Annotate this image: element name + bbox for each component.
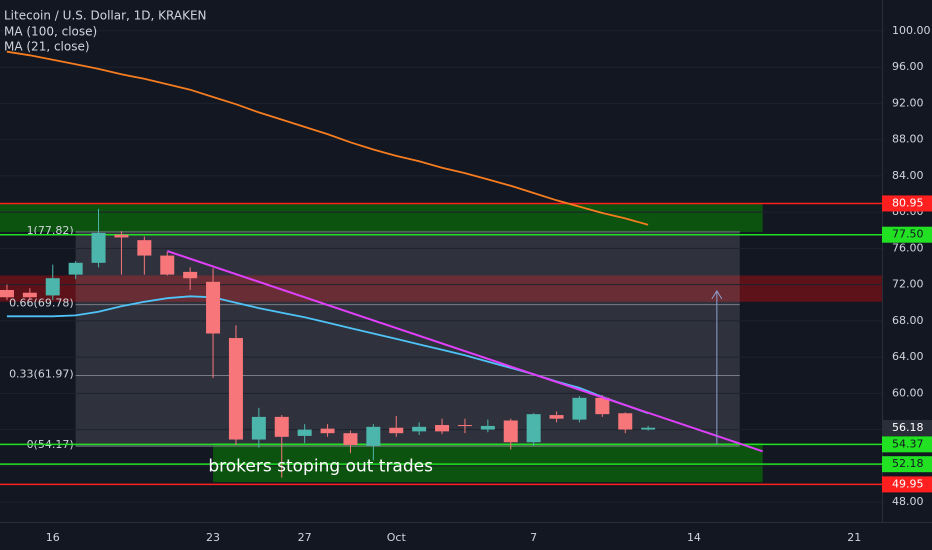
price-label-box xyxy=(882,456,932,473)
price-label: 52.18 xyxy=(892,457,924,470)
legend-entry: MA (21, close) xyxy=(4,40,90,54)
candle-body xyxy=(457,425,472,427)
price-label-box xyxy=(882,195,932,212)
y-tick-label: 84.00 xyxy=(892,169,924,182)
candle-body xyxy=(45,278,60,296)
fib-label: 1(77.82) xyxy=(27,224,74,237)
x-tick-label: 7 xyxy=(530,531,537,544)
x-tick-label: Oct xyxy=(387,531,407,544)
fib-label: 0.33(61.97) xyxy=(9,367,74,380)
price-label: 77.50 xyxy=(892,228,924,241)
candle-body xyxy=(68,262,83,275)
y-tick-label: 68.00 xyxy=(892,314,924,327)
candle-body xyxy=(641,427,656,430)
y-tick-label: 48.00 xyxy=(892,495,924,508)
trendline xyxy=(166,250,763,453)
candle-body xyxy=(274,416,289,437)
ma-line xyxy=(6,50,649,226)
arrow-head xyxy=(711,289,723,300)
candle-body xyxy=(595,397,610,415)
price-label: 80.95 xyxy=(892,196,924,209)
candle-body xyxy=(366,426,381,446)
candle-body xyxy=(480,425,495,430)
x-tick-label: 16 xyxy=(46,531,60,544)
price-label: 56.18 xyxy=(892,421,924,434)
candle-body xyxy=(389,427,404,434)
zone xyxy=(213,443,763,483)
candle-body xyxy=(435,425,450,432)
candle-body xyxy=(526,414,541,443)
fib-label: 0.66(69.78) xyxy=(9,297,74,310)
candle-body xyxy=(137,240,152,256)
price-label: 54.37 xyxy=(892,437,924,450)
x-tick-label: 27 xyxy=(298,531,312,544)
y-tick-label: 76.00 xyxy=(892,241,924,254)
candle-body xyxy=(320,428,335,434)
y-tick-label: 64.00 xyxy=(892,350,924,363)
y-axis-border xyxy=(882,0,883,522)
annotation: brokers stoping out trades xyxy=(208,457,433,477)
zone xyxy=(0,203,763,232)
candle-body xyxy=(251,416,266,440)
price-label-box xyxy=(882,419,932,436)
candle-body xyxy=(183,271,198,279)
candle-body xyxy=(503,420,518,443)
candle-body xyxy=(114,234,129,238)
x-axis-border xyxy=(0,522,932,523)
fib-box xyxy=(75,231,740,447)
candle-body xyxy=(412,426,427,432)
candle-body xyxy=(91,232,106,263)
price-label-box xyxy=(882,476,932,493)
candle-body xyxy=(549,415,564,419)
y-tick-label: 88.00 xyxy=(892,133,924,146)
candle-body xyxy=(160,255,175,275)
y-tick-label: 92.00 xyxy=(892,96,924,109)
y-tick-label: 60.00 xyxy=(892,386,924,399)
x-tick-label: 21 xyxy=(847,531,861,544)
y-tick-label: 72.00 xyxy=(892,278,924,291)
x-tick-label: 14 xyxy=(687,531,701,544)
x-tick-label: 23 xyxy=(206,531,220,544)
price-label-box xyxy=(882,436,932,453)
candle-body xyxy=(206,281,221,334)
chart-title: Litecoin / U.S. Dollar, 1D, KRAKEN xyxy=(4,9,207,23)
zone xyxy=(0,275,882,302)
candle-body xyxy=(343,433,358,445)
candle-body xyxy=(228,338,243,440)
candle-body xyxy=(572,397,587,420)
legend-entry: MA (100, close) xyxy=(4,25,97,39)
candle-body xyxy=(618,413,633,430)
candle-body xyxy=(297,429,312,436)
y-tick-label: 100.00 xyxy=(892,24,931,37)
y-tick-label: 96.00 xyxy=(892,60,924,73)
price-label-box xyxy=(882,226,932,243)
candle-body xyxy=(22,292,37,298)
candle-body xyxy=(0,290,14,298)
price-label: 49.95 xyxy=(892,477,924,490)
